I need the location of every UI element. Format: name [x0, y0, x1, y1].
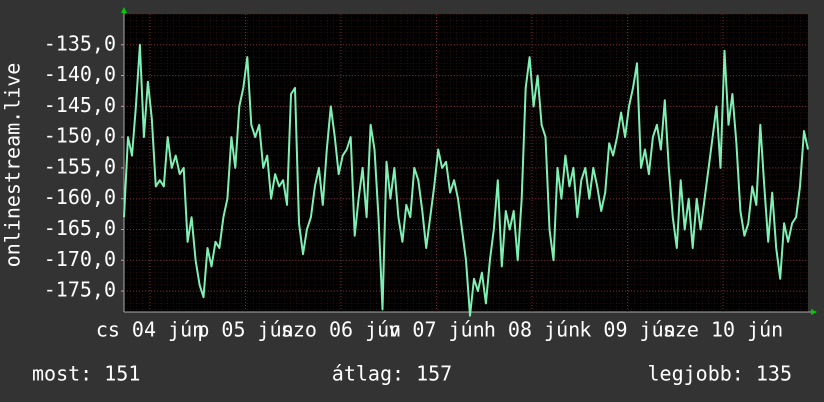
y-axis-label: onlinestream.live: [1, 63, 25, 268]
x-tick-label: k 09 jún: [579, 318, 675, 342]
y-tick-label: -160,0: [44, 185, 116, 209]
x-tick-label: h 08 jún: [484, 318, 580, 342]
x-tick-label: cs 04 jún: [96, 318, 204, 342]
stat-label: most: 151: [32, 362, 140, 386]
y-tick-label: -145,0: [44, 93, 116, 117]
y-tick-label: -155,0: [44, 154, 116, 178]
y-arrow: [121, 7, 127, 13]
y-tick-label: -165,0: [44, 216, 116, 240]
stat-label: legjobb: 135: [648, 362, 793, 386]
series-line: [123, 43, 809, 317]
x-tick-label: p 05 jún: [197, 318, 293, 342]
y-tick-label: -170,0: [44, 247, 116, 271]
x-tick-label: v 07 jún: [388, 318, 484, 342]
y-tick-label: -140,0: [44, 62, 116, 86]
y-tick-label: -175,0: [44, 278, 116, 302]
x-tick-label: sze 10 jún: [663, 318, 783, 342]
x-tick-label: szo 06 jún: [281, 318, 401, 342]
y-tick-label: -150,0: [44, 124, 116, 148]
stat-label: átlag: 157: [332, 362, 452, 386]
y-tick-label: -135,0: [44, 31, 116, 55]
x-arrow: [811, 309, 817, 315]
